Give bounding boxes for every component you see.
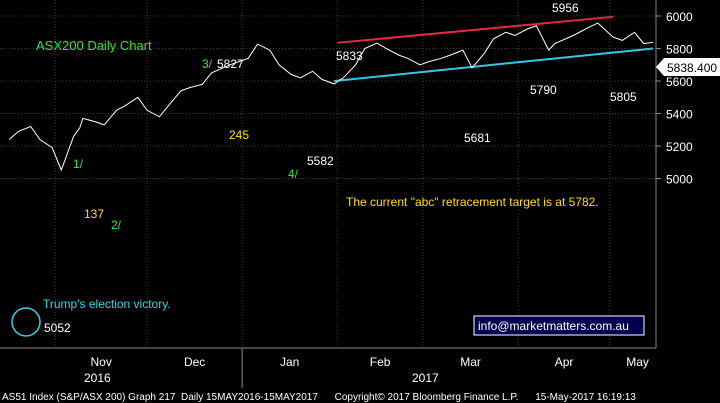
x-tick-label: Nov bbox=[90, 355, 111, 369]
annotation-label: 5833 bbox=[336, 49, 363, 63]
annotation-label: 3/ bbox=[202, 57, 213, 71]
x-tick-label: Mar bbox=[460, 355, 481, 369]
annotation-label: 1/ bbox=[73, 157, 84, 171]
annotation-label: 5052 bbox=[44, 321, 71, 335]
footer-text: AS51 Index (S&P/ASX 200) Graph 217 Daily… bbox=[2, 392, 636, 403]
grid-lines bbox=[0, 0, 661, 388]
watermark-text: info@marketmatters.com.au bbox=[478, 319, 629, 333]
last-price-tag: 5838.400 bbox=[656, 58, 720, 76]
year-label-2016: 2016 bbox=[84, 371, 111, 385]
annotation-label: 5681 bbox=[464, 131, 491, 145]
annotation-label: 5805 bbox=[610, 90, 637, 104]
last-price-value: 5838.400 bbox=[667, 61, 717, 75]
annotations: 3/5827 5833 5956 1/245 137 2/5582 4/5681 5790 58… bbox=[43, 1, 637, 335]
y-tick-label: 5200 bbox=[666, 140, 693, 154]
y-tick-label: 5400 bbox=[666, 108, 693, 122]
x-axis-labels: Nov Dec Jan Feb Mar Apr May bbox=[90, 355, 648, 369]
y-axis-labels: 6000 5800 5600 5400 5200 5000 bbox=[666, 10, 693, 187]
x-tick-label: Dec bbox=[184, 355, 205, 369]
trendline-upper-channel bbox=[337, 15, 614, 44]
annotation-label: 2/ bbox=[111, 218, 122, 232]
annotation-label: 5956 bbox=[552, 1, 579, 15]
election-marker-circle bbox=[11, 307, 41, 337]
y-tick-label: 5600 bbox=[666, 75, 693, 89]
annotation-label: 245 bbox=[229, 128, 249, 142]
x-tick-label: Jan bbox=[280, 355, 299, 369]
annotation-label: The current "abc" retracement target is … bbox=[346, 195, 599, 209]
price-series-line bbox=[8, 22, 653, 172]
trendline-lower-channel bbox=[334, 47, 654, 82]
x-tick-label: Feb bbox=[370, 355, 391, 369]
x-tick-label: May bbox=[626, 355, 649, 369]
x-tick-label: Apr bbox=[555, 355, 574, 369]
footer-bar bbox=[0, 388, 720, 403]
annotation-label: 5827 bbox=[217, 57, 244, 71]
annotation-label: 5582 bbox=[307, 154, 334, 168]
trendlines bbox=[334, 15, 654, 82]
annotation-label: 4/ bbox=[288, 167, 299, 181]
watermark-box: info@marketmatters.com.au bbox=[473, 315, 645, 336]
annotation-label: 137 bbox=[84, 207, 104, 221]
annotation-label: 5790 bbox=[530, 83, 557, 97]
y-tick-label: 6000 bbox=[666, 10, 693, 24]
y-tick-label: 5800 bbox=[666, 43, 693, 57]
annotation-label: Trump's election victory. bbox=[43, 297, 171, 311]
chart-title: ASX200 Daily Chart bbox=[36, 38, 152, 53]
y-tick-label: 5000 bbox=[666, 173, 693, 187]
year-label-2017: 2017 bbox=[412, 371, 439, 385]
